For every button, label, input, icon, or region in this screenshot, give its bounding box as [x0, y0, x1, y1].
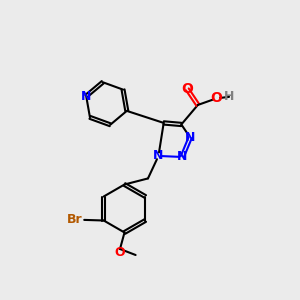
Text: Br: Br — [67, 213, 83, 226]
Text: N: N — [81, 90, 92, 103]
Text: N: N — [177, 151, 188, 164]
Text: O: O — [182, 82, 193, 96]
Text: N: N — [185, 131, 195, 144]
Text: H: H — [224, 90, 234, 104]
Text: O: O — [211, 92, 222, 105]
Text: N: N — [153, 149, 164, 162]
Text: O: O — [115, 245, 125, 259]
